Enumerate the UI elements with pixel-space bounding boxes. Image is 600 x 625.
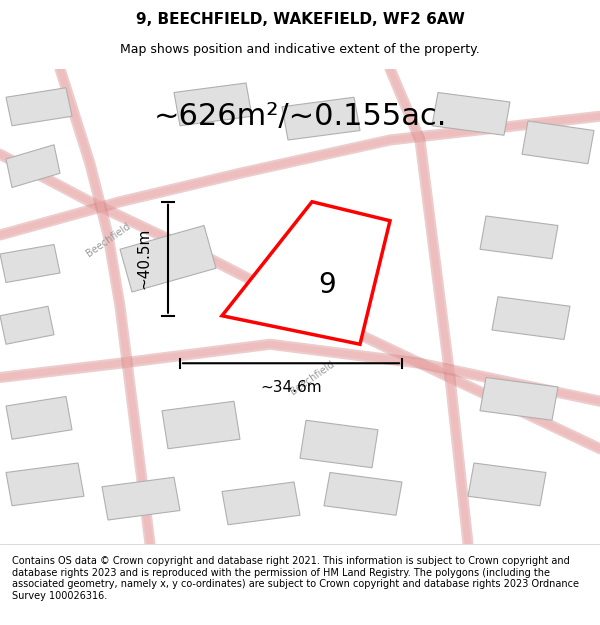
Text: Contains OS data © Crown copyright and database right 2021. This information is : Contains OS data © Crown copyright and d… — [12, 556, 579, 601]
Polygon shape — [0, 244, 60, 282]
Polygon shape — [480, 216, 558, 259]
Text: 9: 9 — [318, 271, 336, 299]
Polygon shape — [6, 463, 84, 506]
Text: Beechfield: Beechfield — [84, 221, 132, 259]
Polygon shape — [324, 472, 402, 515]
Polygon shape — [6, 145, 60, 188]
Text: ~626m²/~0.155ac.: ~626m²/~0.155ac. — [154, 102, 446, 131]
Polygon shape — [0, 306, 54, 344]
Polygon shape — [492, 297, 570, 339]
Polygon shape — [222, 482, 300, 525]
Text: ~40.5m: ~40.5m — [137, 228, 151, 289]
Polygon shape — [282, 98, 360, 140]
Text: ~34.6m: ~34.6m — [260, 379, 322, 394]
Polygon shape — [174, 83, 252, 126]
Polygon shape — [522, 121, 594, 164]
Text: Beechfield: Beechfield — [288, 359, 336, 396]
Polygon shape — [6, 88, 72, 126]
Polygon shape — [6, 396, 72, 439]
Polygon shape — [468, 463, 546, 506]
Polygon shape — [102, 478, 180, 520]
Polygon shape — [120, 226, 216, 292]
Polygon shape — [480, 378, 558, 420]
Polygon shape — [162, 401, 240, 449]
Text: Map shows position and indicative extent of the property.: Map shows position and indicative extent… — [120, 43, 480, 56]
Polygon shape — [432, 92, 510, 135]
Polygon shape — [300, 420, 378, 468]
Text: 9, BEECHFIELD, WAKEFIELD, WF2 6AW: 9, BEECHFIELD, WAKEFIELD, WF2 6AW — [136, 12, 464, 27]
Polygon shape — [222, 202, 390, 344]
